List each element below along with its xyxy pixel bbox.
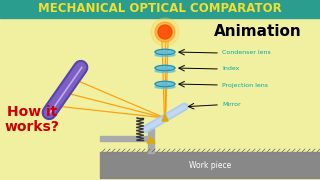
Text: Mirror: Mirror [222,102,241,107]
Bar [148,128,154,153]
Polygon shape [147,137,155,143]
Polygon shape [162,114,168,121]
Text: works?: works? [4,120,60,134]
Circle shape [158,25,172,39]
Text: Work piece: Work piece [189,161,231,170]
Text: How it: How it [7,105,57,119]
Bar [0,0,320,18]
Bar [100,152,320,178]
Ellipse shape [155,69,175,73]
Text: Animation: Animation [214,24,302,39]
Circle shape [151,18,179,46]
Text: MECHANICAL OPTICAL COMPARATOR: MECHANICAL OPTICAL COMPARATOR [38,3,282,15]
Ellipse shape [155,53,175,57]
Ellipse shape [155,86,175,89]
Ellipse shape [155,65,175,71]
Circle shape [155,22,175,42]
Bar [108,136,150,141]
Bar [100,136,108,141]
Ellipse shape [155,49,175,55]
Text: Index: Index [222,66,239,71]
Ellipse shape [155,81,175,87]
Text: Projection lens: Projection lens [222,82,268,87]
Text: Condenser lens: Condenser lens [222,51,271,55]
